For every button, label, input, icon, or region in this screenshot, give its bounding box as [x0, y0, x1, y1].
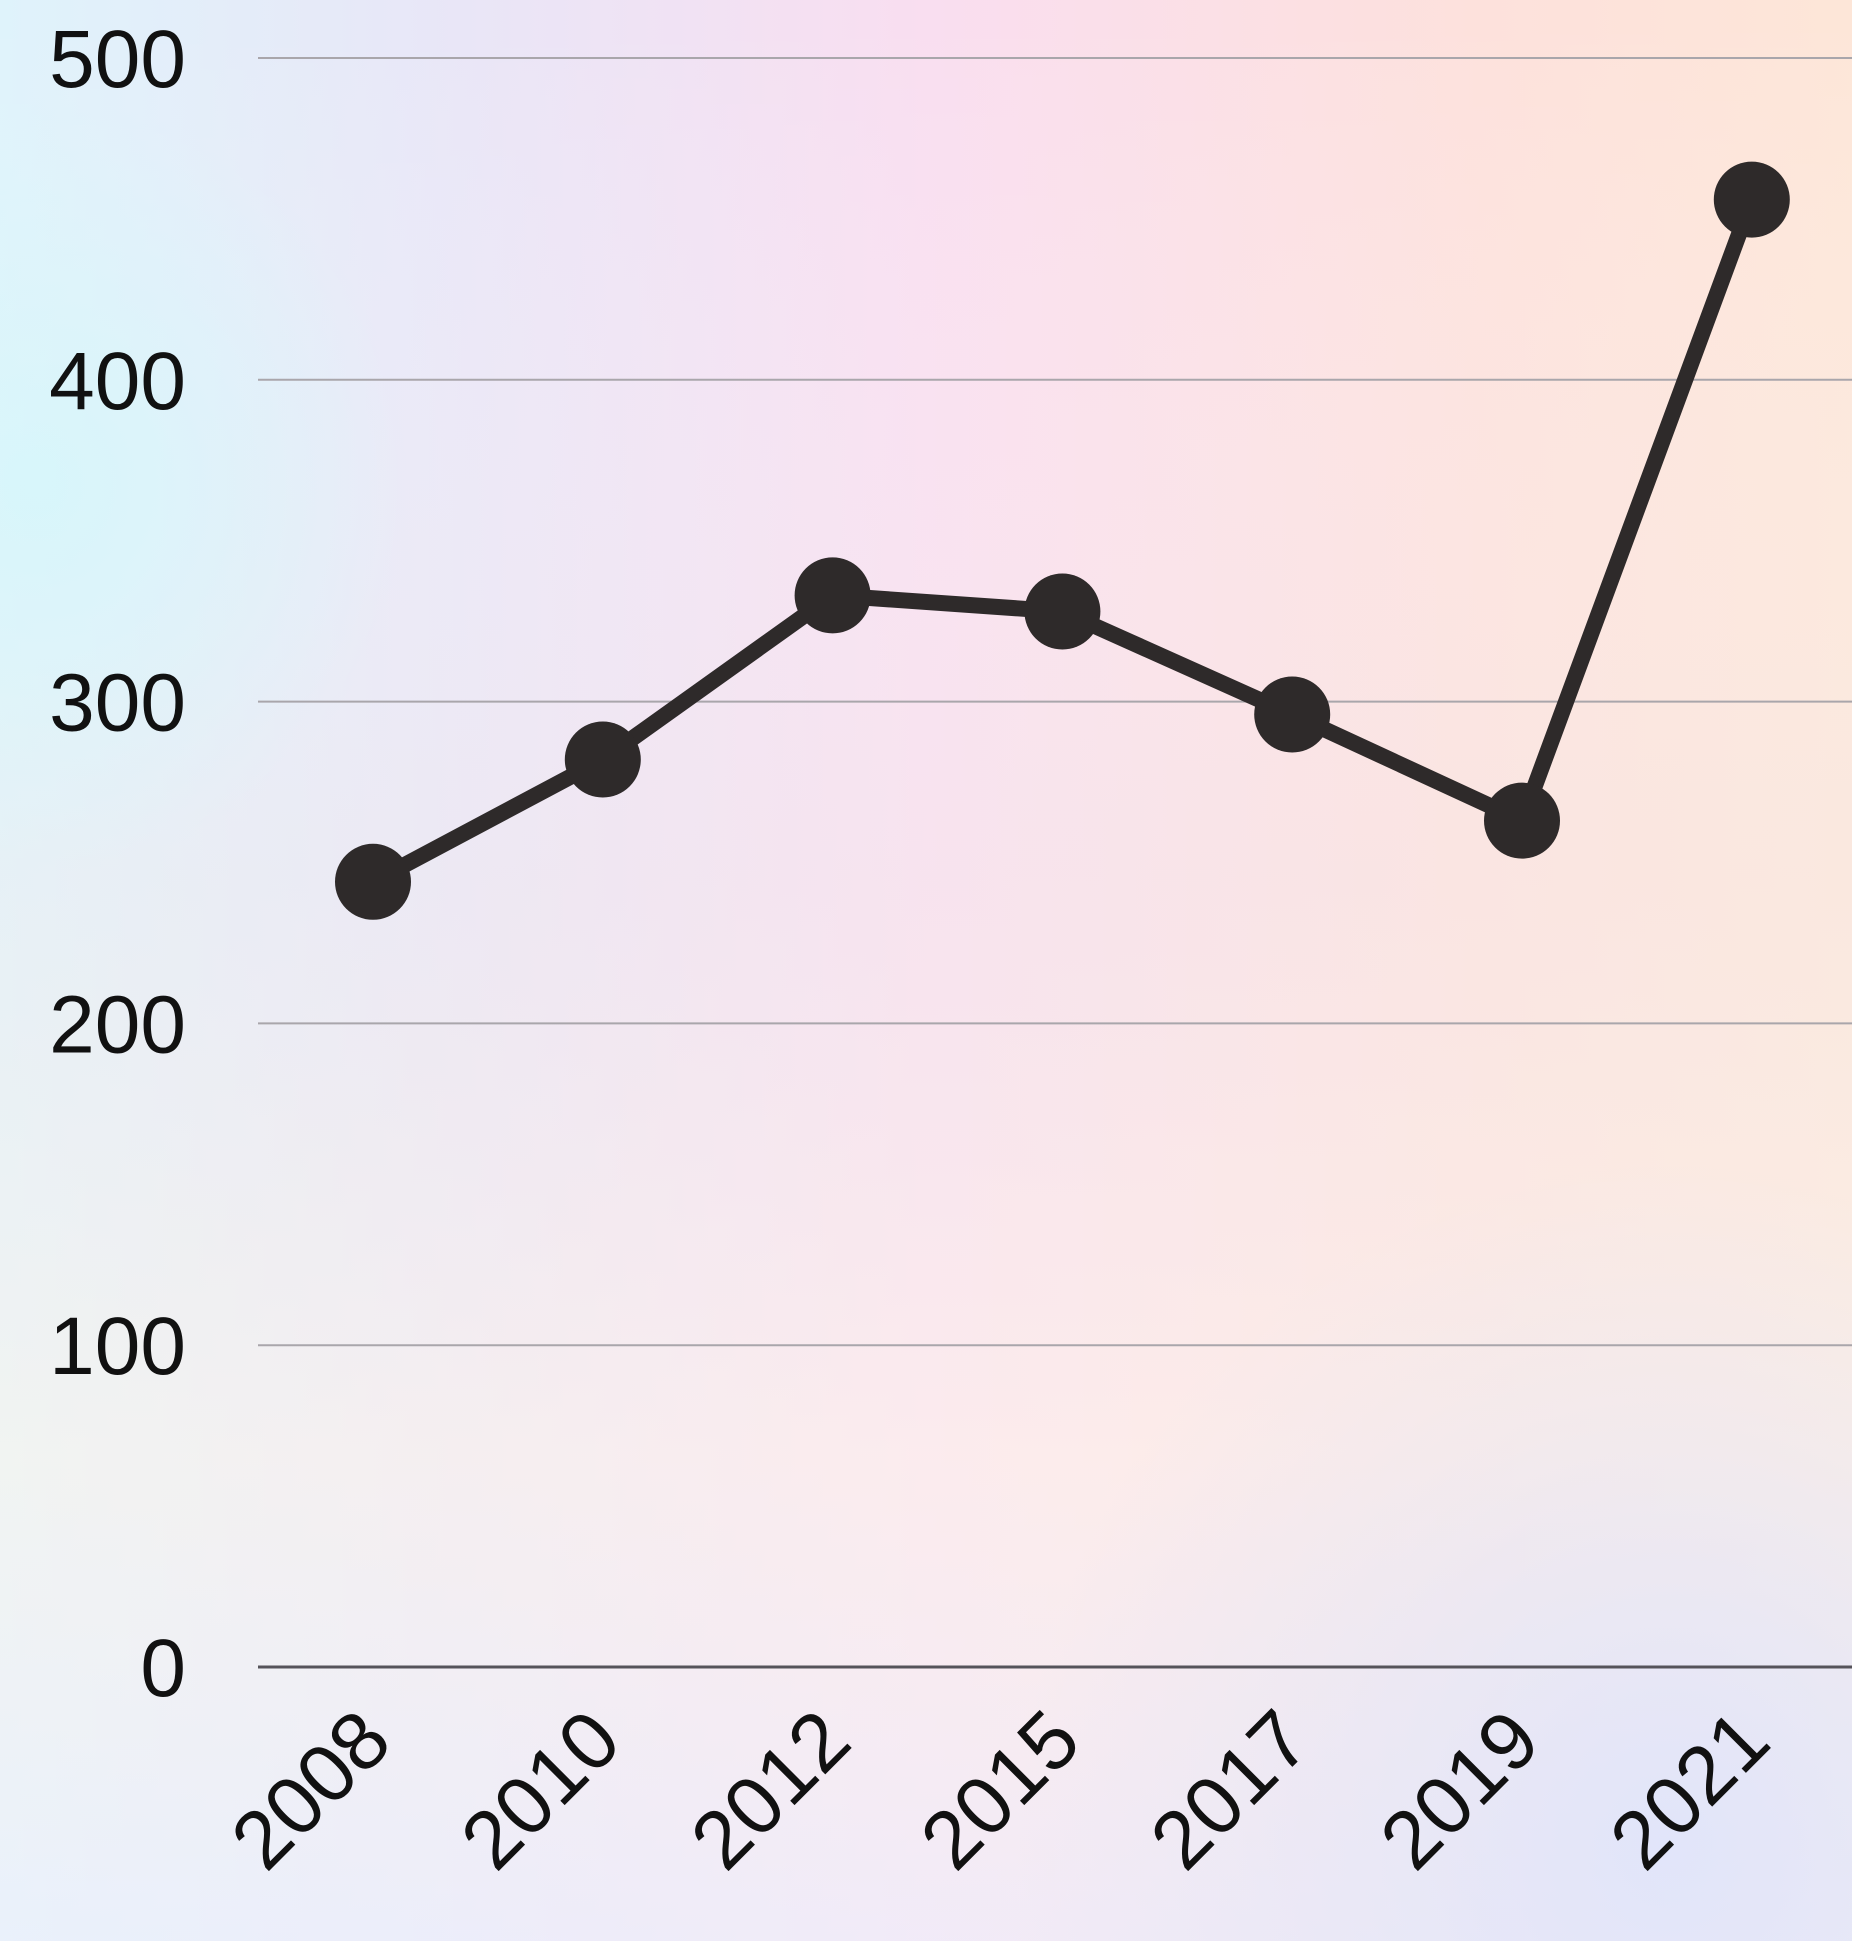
x-tick-label: 2012: [674, 1693, 867, 1886]
x-tick-label: 2010: [444, 1693, 637, 1886]
data-point-2012: [794, 557, 871, 634]
data-point-2017: [1254, 676, 1331, 753]
y-tick-label: 300: [49, 658, 186, 749]
x-tick-label: 2015: [904, 1693, 1097, 1886]
y-axis-tick-labels: 0 100 200 300 400 500: [49, 14, 186, 1714]
data-point-markers: [335, 161, 1790, 920]
data-point-2010: [564, 721, 641, 798]
y-tick-label: 400: [49, 336, 186, 427]
data-point-2015: [1024, 573, 1101, 650]
gridlines: [258, 57, 1852, 1669]
data-point-2019: [1484, 782, 1560, 859]
y-tick-label: 100: [49, 1301, 186, 1392]
y-tick-label: 0: [140, 1623, 186, 1714]
x-tick-label: 2019: [1363, 1693, 1556, 1886]
data-point-2008: [335, 843, 411, 920]
y-tick-label: 500: [49, 14, 186, 105]
x-tick-label: 2021: [1593, 1693, 1786, 1886]
data-point-2021: [1713, 161, 1790, 238]
x-axis-tick-labels: 2008 2010 2012 2015 2017 2019 2021: [214, 1693, 1786, 1886]
y-tick-label: 200: [49, 979, 186, 1070]
x-tick-label: 2008: [214, 1693, 407, 1886]
x-tick-label: 2017: [1134, 1693, 1327, 1886]
